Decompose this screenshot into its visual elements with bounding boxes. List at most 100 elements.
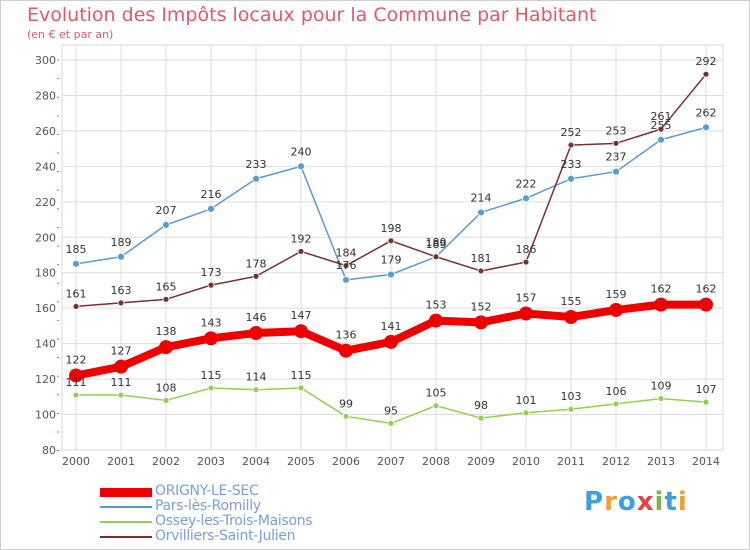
data-point — [702, 398, 710, 406]
data-label: 161 — [66, 287, 87, 300]
data-point — [342, 262, 350, 270]
data-point — [612, 400, 620, 408]
data-label: 237 — [606, 151, 627, 164]
data-point — [609, 302, 623, 317]
data-point — [522, 258, 530, 266]
data-label: 95 — [384, 404, 398, 417]
data-label: 216 — [201, 188, 222, 201]
data-point — [339, 343, 353, 358]
data-point — [117, 252, 125, 261]
data-point — [387, 237, 395, 245]
data-label: 240 — [291, 145, 312, 158]
data-label: 111 — [66, 376, 87, 389]
data-label: 189 — [111, 236, 132, 249]
data-label: 179 — [381, 254, 402, 267]
data-point — [159, 340, 173, 355]
data-point — [519, 306, 533, 321]
data-label: 114 — [246, 371, 267, 384]
x-tick-label: 2014 — [692, 455, 720, 468]
data-point — [114, 359, 128, 374]
data-label: 103 — [561, 390, 582, 403]
data-label: 155 — [561, 295, 582, 308]
logo-letter: o — [617, 487, 637, 517]
x-tick-label: 2010 — [512, 455, 540, 468]
x-tick-label: 2005 — [287, 455, 315, 468]
data-point — [252, 174, 260, 183]
data-label: 105 — [426, 387, 447, 400]
data-label: 178 — [246, 257, 267, 270]
data-point — [294, 324, 308, 339]
data-point — [567, 405, 575, 413]
x-tick-label: 2004 — [242, 455, 270, 468]
data-label: 106 — [606, 385, 627, 398]
y-tick-label: 120 — [35, 373, 56, 386]
data-label: 162 — [696, 283, 717, 296]
data-label: 109 — [651, 380, 672, 393]
data-point — [477, 208, 485, 217]
data-point — [702, 123, 710, 132]
data-label: 111 — [111, 376, 132, 389]
data-point — [252, 386, 260, 394]
chart-title: Evolution des Impôts locaux pour la Comm… — [27, 4, 597, 26]
proxiti-logo: Proxiti — [584, 487, 688, 517]
data-labels: 111 111 108 115 114 115 99 95 105 98 101 103 106 109 1… — [66, 55, 717, 417]
data-label: 101 — [516, 394, 537, 407]
data-label: 255 — [651, 119, 672, 132]
data-label: 252 — [561, 126, 582, 139]
data-point — [432, 402, 440, 410]
x-tick-label: 2008 — [422, 455, 450, 468]
data-label: 198 — [381, 222, 402, 235]
data-point — [162, 220, 170, 229]
legend-swatch — [100, 487, 152, 497]
x-tick-label: 2011 — [557, 455, 585, 468]
data-label: 261 — [651, 110, 672, 123]
data-label: 141 — [381, 320, 402, 333]
data-point — [207, 281, 215, 289]
data-label: 99 — [339, 397, 353, 410]
data-point — [564, 310, 578, 325]
data-point — [477, 414, 485, 422]
data-label: 136 — [336, 329, 357, 342]
data-point — [207, 205, 215, 213]
data-label: 186 — [516, 243, 537, 256]
data-point — [432, 253, 440, 261]
legend-swatch — [100, 521, 152, 523]
data-label: 214 — [471, 191, 492, 204]
data-point — [384, 334, 398, 349]
data-label: 107 — [696, 383, 717, 396]
data-point — [117, 391, 125, 399]
data-point — [117, 299, 125, 307]
data-label: 192 — [291, 232, 312, 245]
y-tick-label: 140 — [35, 338, 56, 351]
y-tick-label: 220 — [35, 196, 56, 209]
data-point — [522, 409, 530, 417]
x-tick-label: 2007 — [377, 455, 405, 468]
data-point — [522, 194, 530, 203]
data-label: 233 — [246, 158, 267, 171]
data-label: 159 — [606, 288, 627, 301]
logo-letter: P — [584, 487, 605, 517]
data-label: 189 — [426, 238, 447, 251]
data-point — [204, 331, 218, 346]
data-point — [654, 297, 668, 312]
y-tick-label: 160 — [35, 302, 56, 315]
data-label: 262 — [696, 106, 717, 119]
data-point — [429, 313, 443, 328]
legend-swatch — [100, 506, 152, 508]
data-point — [612, 167, 620, 176]
data-point — [612, 139, 620, 147]
data-label: 147 — [291, 309, 312, 322]
data-label: 143 — [201, 316, 222, 329]
legend-swatch — [100, 536, 152, 538]
data-label: 207 — [156, 204, 177, 217]
data-point — [702, 70, 710, 78]
data-point — [252, 272, 260, 280]
data-label: 108 — [156, 381, 177, 394]
data-label: 157 — [516, 292, 537, 305]
data-label: 127 — [111, 345, 132, 358]
data-point — [72, 303, 80, 310]
data-label: 233 — [561, 158, 582, 171]
logo-letter: x — [636, 487, 655, 517]
data-point — [297, 384, 305, 392]
